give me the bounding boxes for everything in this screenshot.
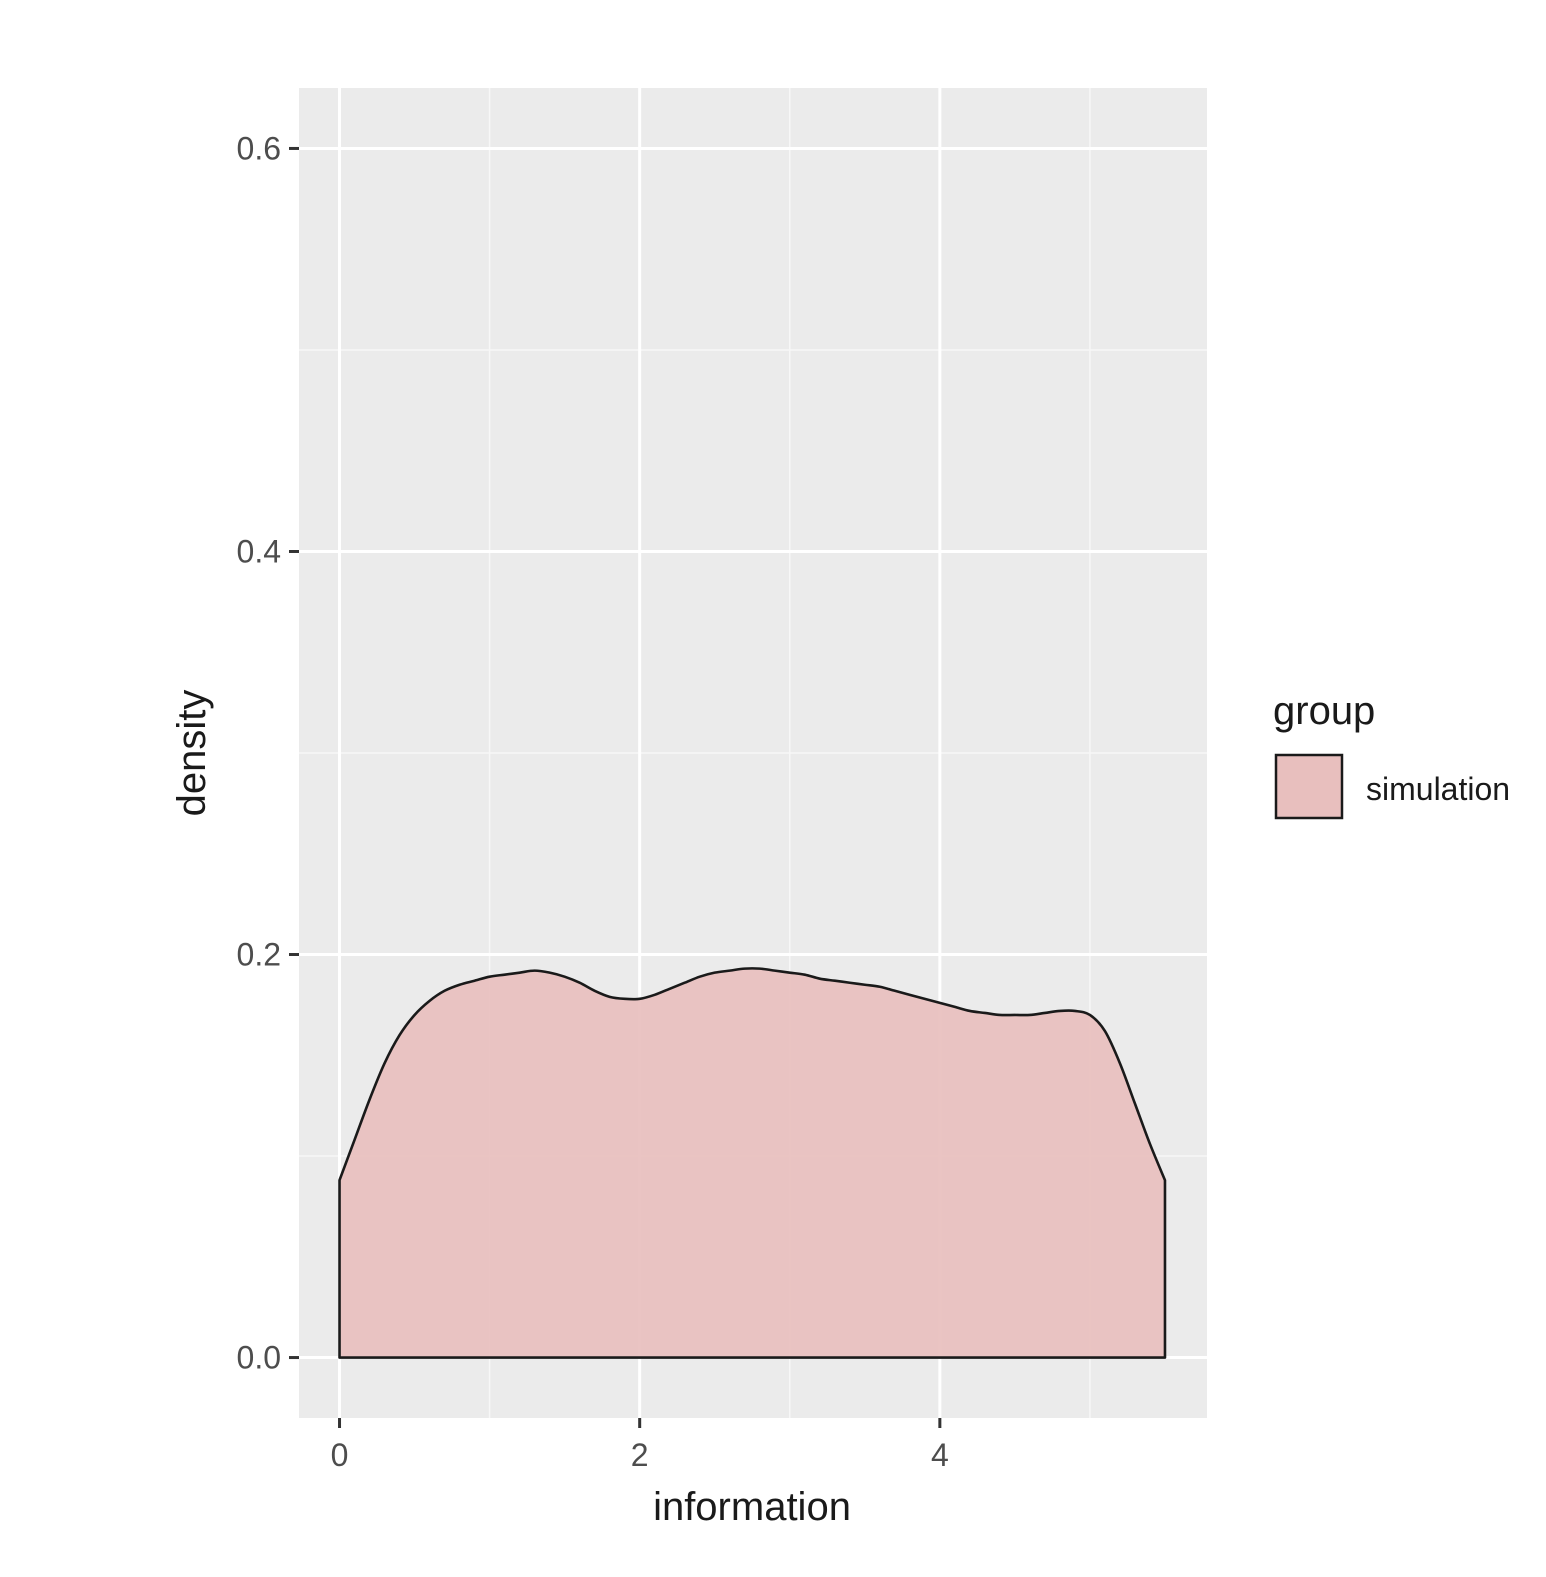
y-axis-title: density xyxy=(170,690,214,817)
x-tick-label: 4 xyxy=(931,1437,949,1473)
legend-label-simulation: simulation xyxy=(1366,771,1510,807)
legend-key-simulation xyxy=(1274,753,1344,820)
density-curve-simulation xyxy=(338,967,1167,1359)
x-axis-title: information xyxy=(653,1485,851,1529)
x-axis: 0 2 4 xyxy=(331,1418,949,1473)
series-layer xyxy=(338,967,1167,1359)
x-tick-label: 2 xyxy=(631,1437,649,1473)
y-axis: 0.0 0.2 0.4 0.6 xyxy=(237,130,299,1376)
legend: group simulation xyxy=(1273,689,1510,820)
legend-title: group xyxy=(1273,689,1375,733)
y-tick-label: 0.2 xyxy=(237,937,281,973)
density-area-fill xyxy=(339,968,1165,1358)
x-tick-label: 0 xyxy=(331,1437,349,1473)
y-tick-label: 0.4 xyxy=(237,533,281,569)
y-tick-label: 0.6 xyxy=(237,130,281,166)
y-tick-label: 0.0 xyxy=(237,1340,281,1376)
